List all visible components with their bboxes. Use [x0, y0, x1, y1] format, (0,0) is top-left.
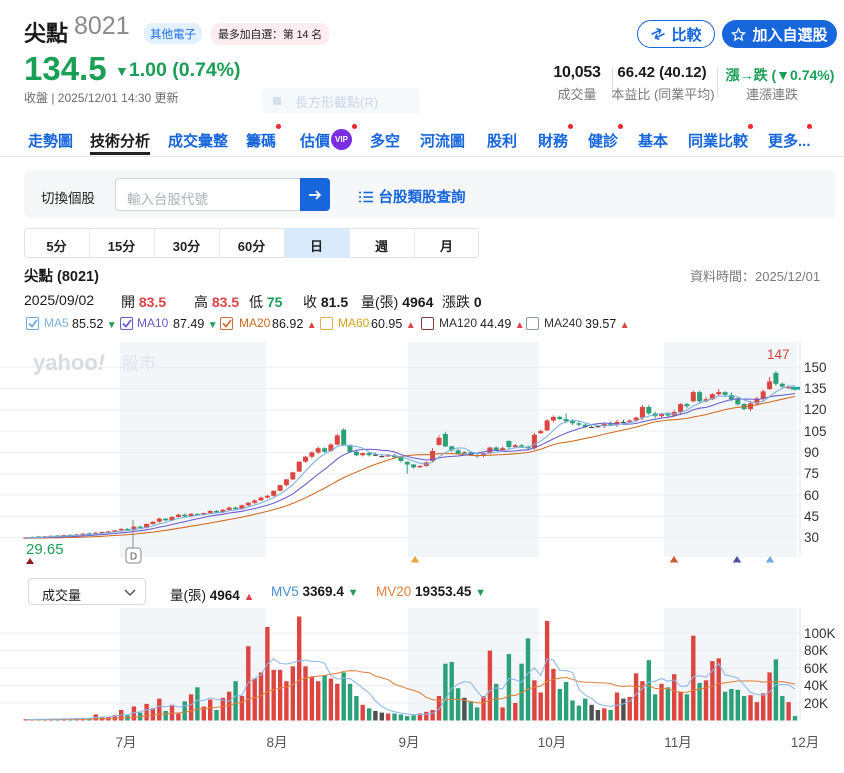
svg-text:147: 147: [767, 347, 790, 362]
svg-text:7月: 7月: [115, 735, 136, 750]
svg-text:105: 105: [804, 424, 827, 439]
svg-text:80K: 80K: [804, 643, 828, 658]
svg-text:20K: 20K: [804, 696, 828, 711]
svg-text:150: 150: [804, 360, 827, 375]
svg-text:9月: 9月: [398, 735, 419, 750]
svg-text:12月: 12月: [791, 735, 820, 750]
svg-text:60: 60: [804, 488, 819, 503]
svg-text:60K: 60K: [804, 661, 828, 676]
svg-text:30: 30: [804, 530, 819, 545]
svg-text:135: 135: [804, 381, 827, 396]
svg-text:45: 45: [804, 509, 819, 524]
svg-text:8月: 8月: [266, 735, 287, 750]
svg-text:29.65: 29.65: [26, 541, 64, 558]
svg-text:40K: 40K: [804, 678, 828, 693]
svg-text:100K: 100K: [804, 626, 836, 641]
svg-text:11月: 11月: [664, 735, 692, 750]
svg-text:10月: 10月: [538, 735, 567, 750]
svg-text:yahoo!: yahoo!: [33, 350, 105, 375]
svg-text:75: 75: [804, 466, 819, 481]
svg-text:120: 120: [804, 402, 827, 417]
svg-text:D: D: [130, 552, 137, 563]
svg-text:90: 90: [804, 445, 819, 460]
svg-text:股市: 股市: [122, 354, 156, 373]
